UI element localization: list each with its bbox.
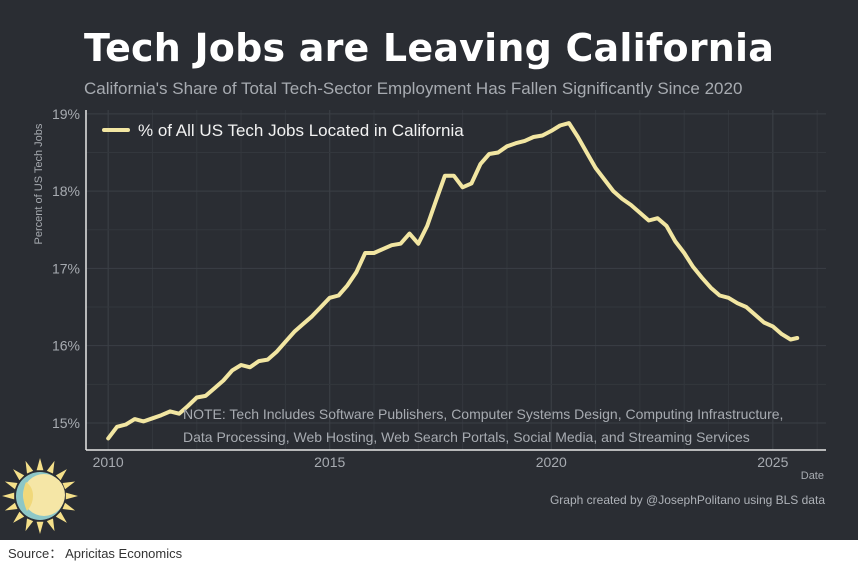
sun-logo-icon <box>0 456 80 536</box>
sun-ray <box>36 458 44 471</box>
chart-axes <box>85 110 826 451</box>
sun-ray <box>25 518 34 532</box>
sun-ray <box>65 492 78 500</box>
chart-credit: Graph created by @JosephPolitano using B… <box>549 493 825 507</box>
source-caption: Source： Apricitas Economics <box>8 546 183 561</box>
page-title: Tech Jobs are Leaving California <box>84 26 775 70</box>
line-chart: 15% 16% 17% 18% 19% 2010 2015 2020 2025 Percent … <box>33 106 826 482</box>
sun-ray <box>46 518 55 532</box>
y-tick-label: 15% <box>52 415 80 431</box>
x-tick-label: 2020 <box>536 454 567 470</box>
series-line-ca-share <box>106 121 800 441</box>
sun-ray <box>46 460 55 474</box>
legend: % of All US Tech Jobs Located in Califor… <box>102 121 464 140</box>
chart-grid <box>86 110 826 450</box>
sun-ray <box>55 469 67 481</box>
y-axis-label: Percent of US Tech Jobs <box>33 123 45 244</box>
sun-ray <box>4 481 18 490</box>
y-tick-label: 17% <box>52 260 80 276</box>
sun-ray <box>4 502 18 511</box>
series-group <box>106 121 800 441</box>
x-tick-label: 2015 <box>314 454 345 470</box>
sun-ray <box>55 511 67 523</box>
tick-labels: 15% 16% 17% 18% 19% 2010 2015 2020 2025 <box>52 106 789 470</box>
x-tick-label: 2010 <box>93 454 124 470</box>
x-axis-label: Date <box>801 470 824 482</box>
sun-ray <box>36 521 44 534</box>
chart-subtitle: California's Share of Total Tech-Sector … <box>84 79 743 98</box>
sun-ray <box>62 502 76 511</box>
y-tick-label: 18% <box>52 183 80 199</box>
sun-ray <box>13 469 25 481</box>
sun-ray <box>62 481 76 490</box>
sun-ray <box>2 492 15 500</box>
x-tick-label: 2025 <box>757 454 788 470</box>
legend-label: % of All US Tech Jobs Located in Califor… <box>138 121 464 140</box>
note-line-2: Data Processing, Web Hosting, Web Search… <box>183 429 750 445</box>
sun-ray <box>13 511 25 523</box>
y-tick-label: 19% <box>52 106 80 122</box>
note-line-1: NOTE: Tech Includes Software Publishers,… <box>183 406 783 422</box>
sun-ray <box>25 460 34 474</box>
y-tick-label: 16% <box>52 338 80 354</box>
